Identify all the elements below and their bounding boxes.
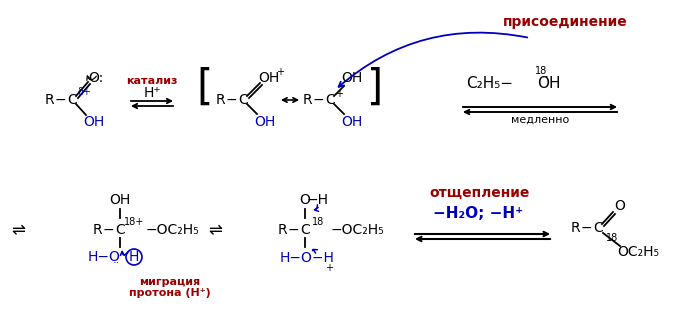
Text: OH: OH — [110, 193, 130, 207]
Text: OH: OH — [255, 115, 276, 129]
Text: O: O — [615, 199, 625, 213]
Text: H−O−H: H−O−H — [280, 251, 335, 265]
Text: H−O: H−O — [87, 250, 121, 264]
Text: +: + — [325, 263, 333, 273]
Text: R: R — [302, 93, 312, 107]
Text: 18+: 18+ — [124, 217, 144, 227]
Text: R: R — [277, 223, 287, 237]
Text: −: − — [580, 221, 592, 235]
Text: O:: O: — [88, 71, 103, 85]
Text: ⇌: ⇌ — [11, 221, 25, 239]
Text: −H₂O; −H⁺: −H₂O; −H⁺ — [433, 205, 523, 220]
Text: 18: 18 — [312, 217, 324, 227]
Text: −H: −H — [307, 193, 329, 207]
Text: −: − — [54, 93, 66, 107]
Text: C₂H₅−: C₂H₅− — [466, 76, 514, 91]
Text: катализ: катализ — [126, 76, 178, 86]
Text: OH: OH — [341, 71, 363, 85]
Text: OC₂H₅: OC₂H₅ — [617, 245, 659, 259]
Text: R: R — [570, 221, 579, 235]
Text: протона (H⁺): протона (H⁺) — [129, 288, 211, 298]
Text: 18: 18 — [535, 66, 547, 76]
Text: H: H — [129, 250, 139, 264]
Text: 18: 18 — [606, 233, 618, 243]
Text: C: C — [325, 93, 335, 107]
Text: OH: OH — [83, 115, 105, 129]
Text: −: − — [102, 223, 114, 237]
Text: −OC₂H₅: −OC₂H₅ — [330, 223, 384, 237]
Text: R: R — [44, 93, 54, 107]
Text: C: C — [593, 221, 603, 235]
Text: −: − — [287, 223, 299, 237]
Text: OH: OH — [341, 115, 363, 129]
Text: R: R — [92, 223, 102, 237]
Text: δ+: δ+ — [77, 87, 91, 97]
Text: отщепление: отщепление — [430, 186, 530, 200]
Text: −: − — [225, 93, 237, 107]
Text: медленно: медленно — [511, 115, 569, 125]
Text: H: H — [548, 76, 560, 91]
Text: +: + — [276, 67, 284, 77]
Text: Ö: Ö — [537, 76, 549, 91]
Text: ⇌: ⇌ — [208, 221, 222, 239]
Text: +: + — [335, 89, 343, 99]
Text: OH: OH — [258, 71, 280, 85]
Text: C: C — [67, 93, 77, 107]
Text: R: R — [215, 93, 225, 107]
Text: [: [ — [197, 67, 213, 109]
Text: ··: ·· — [112, 258, 119, 268]
Text: −OC₂H₅: −OC₂H₅ — [145, 223, 198, 237]
Text: присоединение: присоединение — [502, 15, 627, 29]
Text: H⁺: H⁺ — [143, 86, 161, 100]
Text: C: C — [300, 223, 310, 237]
Text: ]: ] — [367, 67, 383, 109]
Text: миграция: миграция — [139, 277, 201, 287]
Text: C: C — [238, 93, 248, 107]
Text: O: O — [300, 193, 310, 207]
Text: C: C — [115, 223, 125, 237]
Text: −: − — [312, 93, 324, 107]
